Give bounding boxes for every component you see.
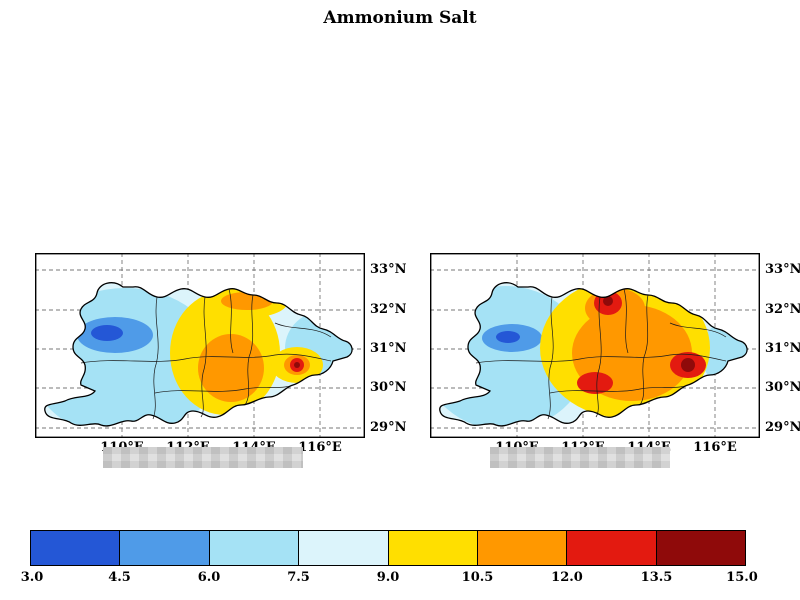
colorbar-tick-label: 6.0 xyxy=(197,570,221,585)
colorbar-tick-label: 7.5 xyxy=(287,570,310,585)
map-right xyxy=(430,253,760,438)
x-tick-label: 116°E xyxy=(298,440,342,455)
plot-box xyxy=(35,253,365,438)
district-boundaries xyxy=(80,288,332,420)
province-outline xyxy=(439,282,748,427)
y-tick-label: 33°N xyxy=(765,262,800,277)
colorbar-segment xyxy=(567,531,657,565)
colorbar-tick-label: 4.5 xyxy=(108,570,131,585)
plot-box xyxy=(430,253,760,438)
colorbar-tick-label: 15.0 xyxy=(726,570,758,585)
map-panel-right: 110°E 112°E 114°E 116°E 33°N 32°N 31°N 3… xyxy=(430,253,800,493)
district-boundaries xyxy=(475,288,727,420)
colorbar-segment xyxy=(299,531,389,565)
colorbar-segment xyxy=(120,531,210,565)
contour-fills-right xyxy=(439,282,748,426)
colorbar-tick-label: 3.0 xyxy=(20,570,44,585)
x-tick-label: 116°E xyxy=(693,440,737,455)
y-tick-label: 32°N xyxy=(370,302,407,317)
redacted-caption xyxy=(490,447,670,468)
colorbar-tick-label: 9.0 xyxy=(376,570,400,585)
colorbar-tick-label: 12.0 xyxy=(551,570,583,585)
y-tick-label: 30°N xyxy=(765,380,800,395)
colorbar-segment xyxy=(656,531,745,565)
colorbar-tick-label: 13.5 xyxy=(640,570,673,585)
colorbar-segment xyxy=(31,531,121,565)
contour-fills-left xyxy=(44,282,353,426)
colorbar-tick-label: 10.5 xyxy=(461,570,494,585)
y-tick-label: 32°N xyxy=(765,302,800,317)
redacted-caption xyxy=(103,447,303,468)
colorbar-segment xyxy=(477,531,568,565)
province-outline xyxy=(44,282,353,427)
y-tick-label: 31°N xyxy=(370,341,407,356)
colorbar-segment xyxy=(388,531,478,565)
y-tick-label: 33°N xyxy=(370,262,407,277)
colorbar xyxy=(30,530,746,566)
y-tick-label: 30°N xyxy=(370,380,407,395)
y-tick-label: 29°N xyxy=(370,420,407,435)
map-panel-left: 110°E 112°E 114°E 116°E 33°N 32°N 31°N 3… xyxy=(35,253,415,493)
figure-title: Ammonium Salt xyxy=(323,8,477,28)
y-tick-label: 31°N xyxy=(765,341,800,356)
map-left xyxy=(35,253,365,438)
colorbar-segment xyxy=(209,531,300,565)
y-tick-label: 29°N xyxy=(765,420,800,435)
